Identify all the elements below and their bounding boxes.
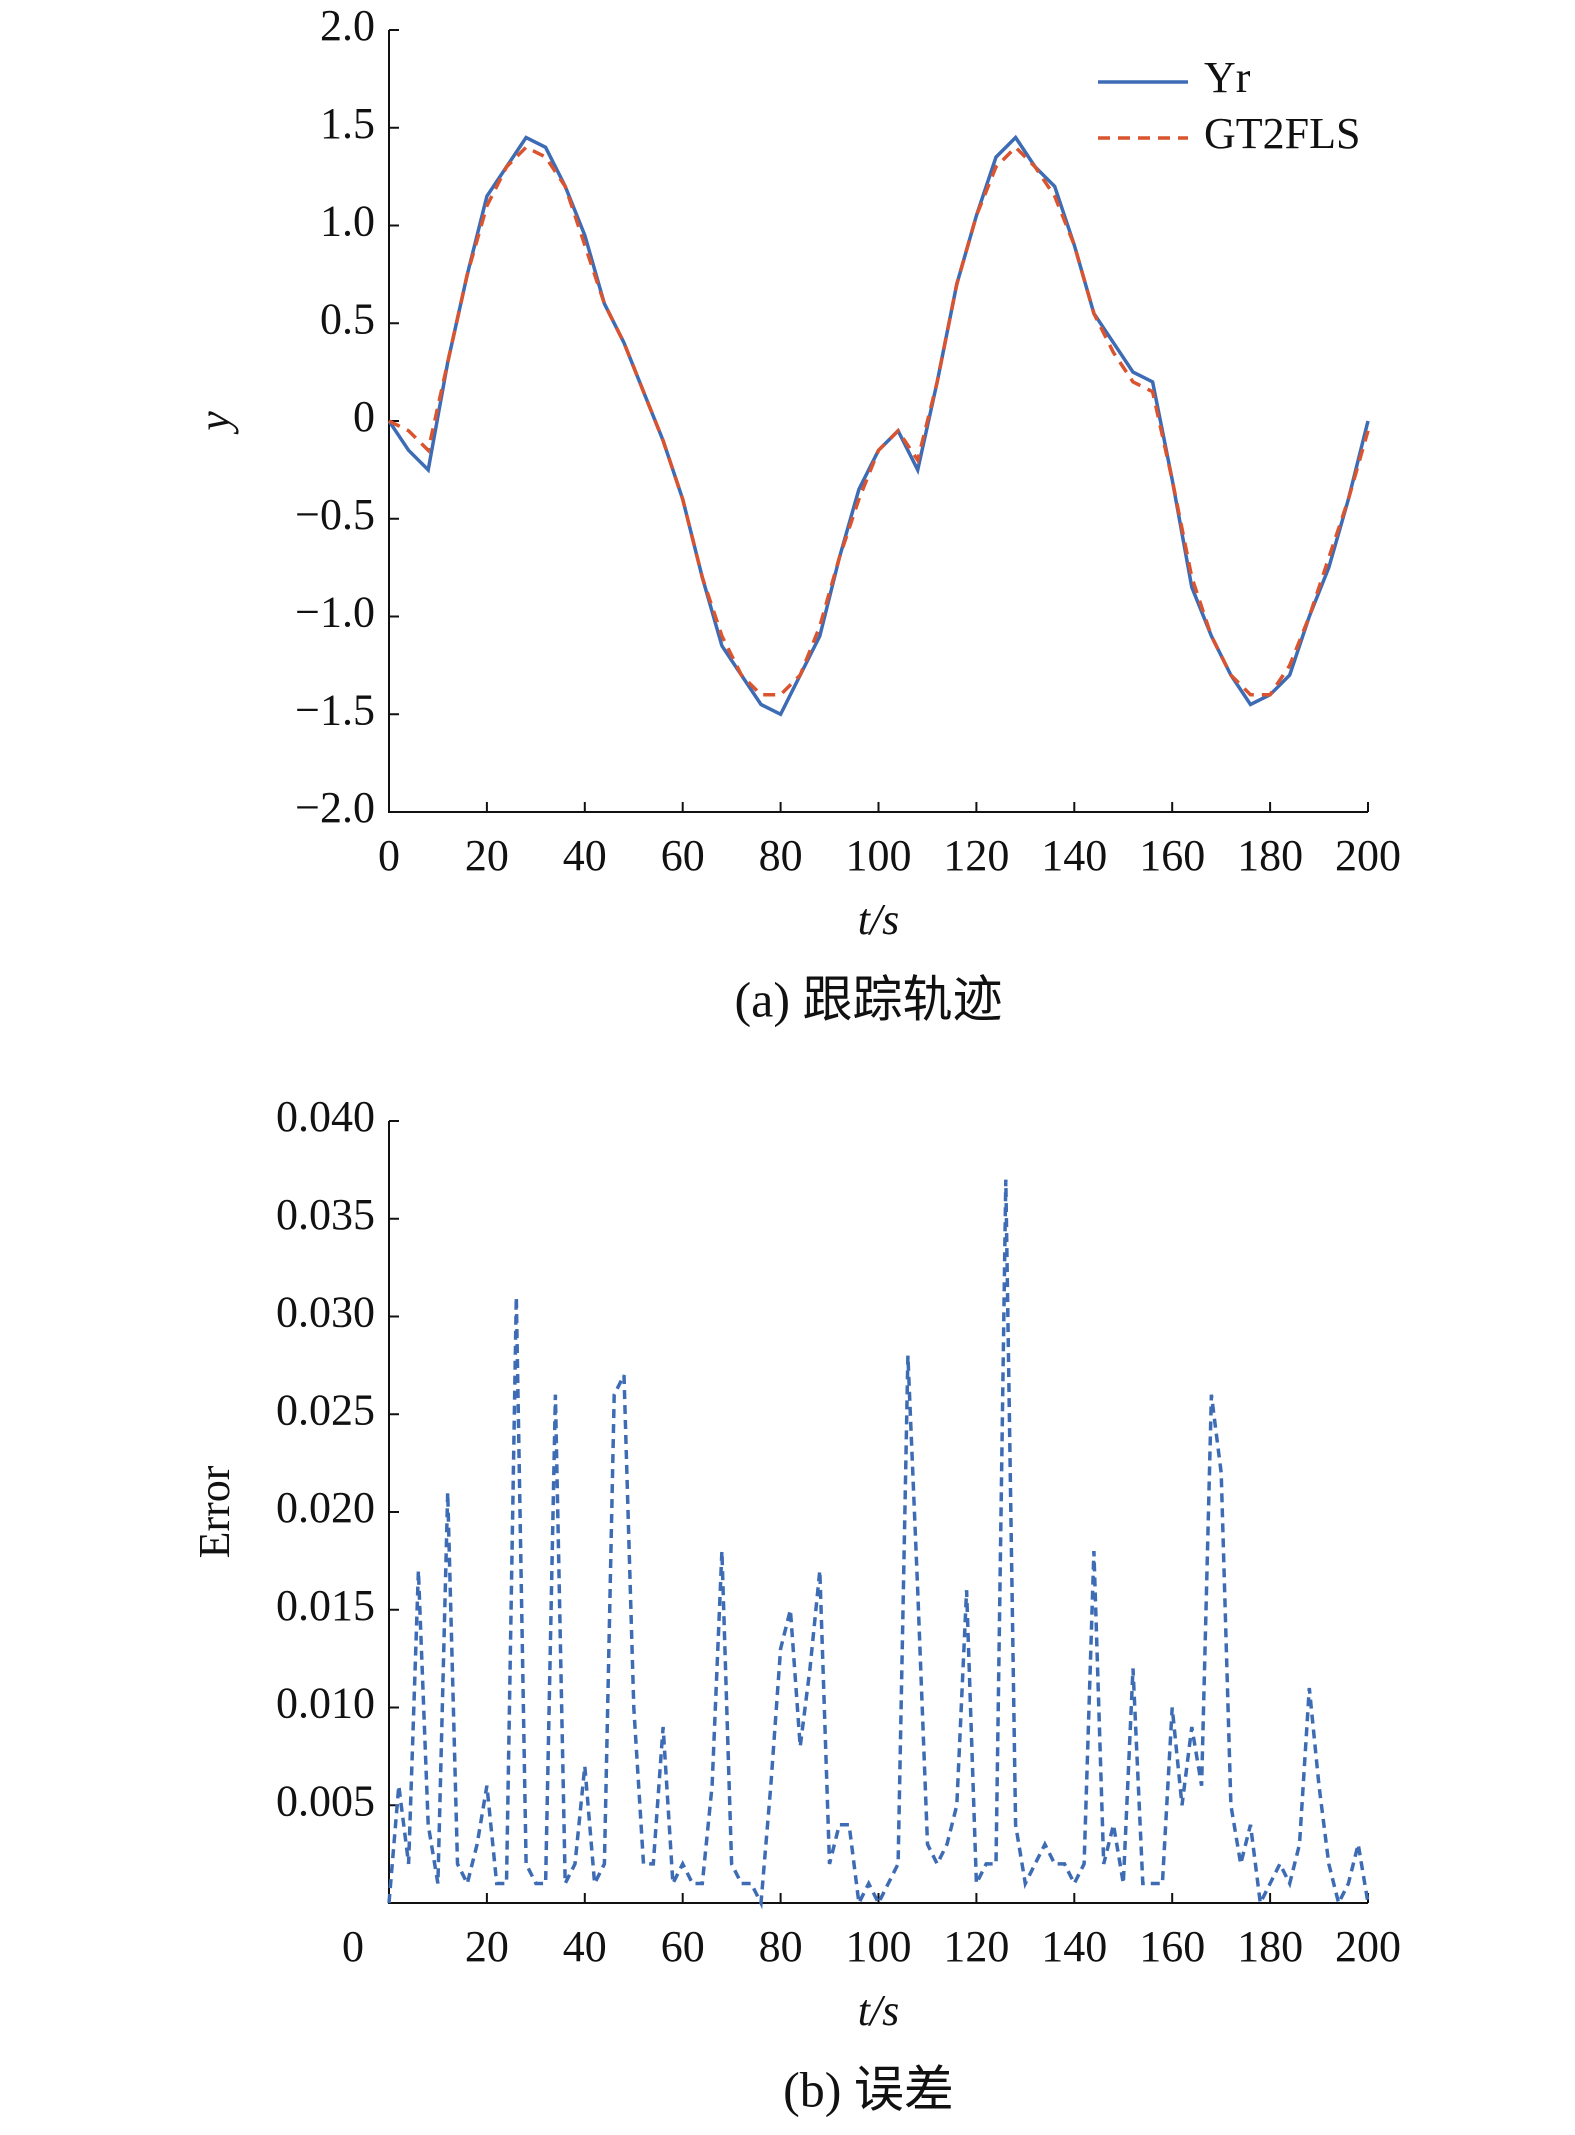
series-line [388, 144, 1370, 697]
x-tick-label: 60 [661, 1922, 705, 1971]
y-axis-label: y [190, 411, 239, 435]
x-tick-label: 60 [661, 831, 705, 880]
x-tick-label: 160 [1139, 1922, 1205, 1971]
y-tick-label: 1.0 [320, 197, 375, 246]
y-tick-label: 1.5 [320, 99, 375, 148]
y-tick-label: −1.5 [295, 685, 375, 734]
series-line [387, 134, 1370, 717]
x-tick-label: 20 [465, 1922, 509, 1971]
x-axis-label: t/s [858, 895, 900, 944]
x-tick-label: 100 [846, 831, 912, 880]
x-tick-label: 40 [563, 831, 607, 880]
x-tick-label: 120 [943, 1922, 1009, 1971]
y-tick-label: −2.0 [295, 783, 375, 832]
x-tick-label: 0 [378, 831, 400, 880]
y-tick-label: −0.5 [295, 490, 375, 539]
x-tick-label: 140 [1041, 1922, 1107, 1971]
y-tick-label: 0.5 [320, 294, 375, 343]
x-tick-label: 120 [943, 831, 1009, 880]
x-tick-label: 80 [759, 831, 803, 880]
legend-label: Yr [1204, 53, 1251, 102]
y-tick-label: 0 [353, 392, 375, 441]
y-tick-label: 0.040 [276, 1092, 375, 1141]
x-tick-label: 80 [759, 1922, 803, 1971]
x-tick-label: 100 [846, 1922, 912, 1971]
x-tick-label: 200 [1335, 831, 1401, 880]
y-tick-label: 0.020 [276, 1483, 375, 1532]
y-tick-label: 0.025 [276, 1385, 375, 1434]
legend-label: GT2FLS [1204, 109, 1360, 158]
y-tick-label: 0.010 [276, 1679, 375, 1728]
y-tick-label: 2.0 [320, 1, 375, 50]
x-tick-label: 180 [1237, 1922, 1303, 1971]
y-tick-label: −1.0 [295, 588, 375, 637]
x-tick-label: 40 [563, 1922, 607, 1971]
x-tick-label: 140 [1041, 831, 1107, 880]
caption: (a) 跟踪轨迹 [735, 971, 1003, 1027]
series-line [387, 1179, 1370, 1910]
caption: (b) 误差 [783, 2061, 954, 2117]
y-tick-label: 0.015 [276, 1581, 375, 1630]
x-axis-label: t/s [858, 1986, 900, 2035]
y-axis-label: Error [190, 1465, 239, 1558]
x-tick-label: 20 [465, 831, 509, 880]
x-tick-label: 200 [1335, 1922, 1401, 1971]
x-tick-label: 180 [1237, 831, 1303, 880]
y-tick-label: 0.035 [276, 1190, 375, 1239]
x-tick-label: 0 [342, 1922, 364, 1971]
y-tick-label: 0.030 [276, 1288, 375, 1337]
y-tick-label: 0.005 [276, 1776, 375, 1825]
x-tick-label: 160 [1139, 831, 1205, 880]
